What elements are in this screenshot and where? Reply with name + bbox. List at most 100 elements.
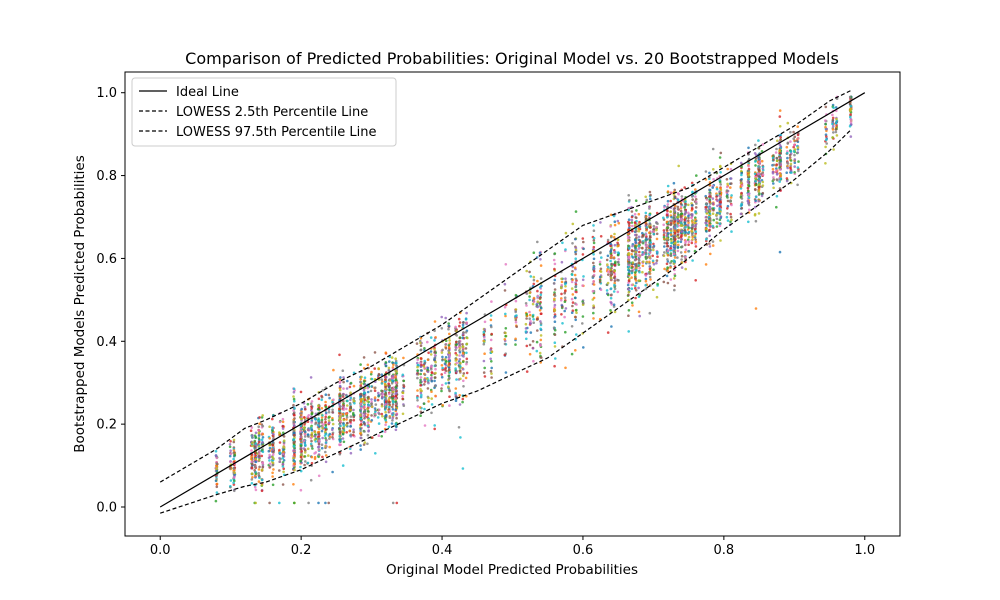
scatter-point	[303, 433, 307, 436]
scatter-point	[772, 178, 775, 181]
scatter-point	[641, 246, 644, 250]
scatter-point	[359, 413, 362, 417]
scatter-point	[300, 411, 303, 415]
scatter-point	[582, 247, 585, 251]
scatter-point	[747, 164, 750, 168]
scatter-point	[785, 171, 788, 174]
scatter-point	[564, 289, 567, 293]
scatter-point	[462, 385, 465, 388]
scatter-point	[825, 142, 828, 145]
scatter-point	[627, 252, 631, 255]
scatter-point	[309, 436, 313, 440]
scatter-point	[345, 415, 349, 419]
scatter-point	[673, 220, 677, 223]
scatter-point	[560, 297, 563, 300]
scatter-point	[465, 342, 469, 346]
scatter-point	[535, 340, 539, 344]
scatter-point	[458, 321, 462, 324]
scatter-point	[529, 331, 533, 334]
scatter-point	[395, 416, 398, 420]
scatter-point	[612, 303, 616, 307]
scatter-point	[391, 416, 395, 420]
scatter-point	[630, 269, 634, 273]
scatter-point	[776, 139, 779, 143]
scatter-point	[728, 200, 732, 203]
scatter-point	[753, 172, 757, 176]
scatter-point	[616, 241, 619, 245]
scatter-point	[575, 290, 578, 294]
scatter-point	[757, 168, 761, 172]
scatter-point	[433, 329, 436, 333]
scatter-point	[292, 456, 295, 460]
scatter-point	[561, 322, 564, 325]
scatter-point	[560, 277, 563, 281]
scatter-point	[747, 220, 750, 224]
scatter-point	[691, 223, 694, 226]
scatter-point	[303, 463, 306, 467]
scatter-point	[631, 224, 634, 228]
scatter-point	[598, 263, 602, 266]
scatter-point	[457, 426, 461, 429]
scatter-point	[825, 135, 828, 138]
scatter-point	[271, 426, 274, 430]
scatter-point	[634, 275, 637, 278]
scatter-point	[455, 353, 459, 357]
scatter-point	[563, 291, 566, 295]
scatter-point	[416, 365, 419, 369]
scatter-point	[528, 343, 532, 347]
scatter-point	[377, 408, 381, 412]
scatter-point	[687, 203, 690, 207]
scatter-point	[423, 424, 427, 427]
scatter-point	[233, 454, 237, 457]
scatter-point	[705, 198, 709, 201]
scatter-point	[564, 282, 567, 286]
scatter-point	[644, 279, 648, 283]
scatter-point	[779, 138, 782, 141]
scatter-point	[310, 428, 314, 432]
scatter-point	[250, 426, 254, 429]
scatter-point	[627, 309, 631, 312]
scatter-point	[309, 376, 313, 379]
scatter-point	[454, 343, 458, 347]
scatter-point	[552, 258, 556, 262]
lowess-97-5-percentile-line	[159, 90, 851, 483]
scatter-point	[268, 501, 271, 505]
scatter-point	[490, 300, 493, 303]
scatter-point	[553, 294, 557, 298]
scatter-point	[690, 232, 694, 235]
scatter-point	[680, 218, 683, 221]
scatter-point	[514, 308, 518, 311]
scatter-point	[390, 356, 394, 359]
scatter-point	[377, 434, 381, 438]
scatter-point	[454, 351, 458, 355]
scatter-point	[662, 254, 666, 257]
scatter-point	[328, 432, 332, 436]
scatter-point	[392, 363, 395, 367]
scatter-point	[313, 417, 317, 420]
scatter-point	[300, 449, 304, 453]
scatter-point	[380, 378, 384, 381]
scatter-point	[680, 266, 684, 269]
scatter-point	[670, 239, 673, 243]
scatter-point	[740, 184, 744, 187]
scatter-point	[655, 221, 658, 225]
scatter-point	[655, 211, 659, 215]
scatter-point	[483, 328, 487, 331]
scatter-point	[324, 441, 328, 444]
scatter-point	[416, 369, 420, 372]
scatter-point	[610, 272, 613, 275]
scatter-point	[538, 297, 542, 300]
scatter-point	[676, 207, 680, 211]
scatter-point	[538, 302, 542, 305]
scatter-point	[662, 233, 666, 237]
scatter-point	[307, 501, 310, 505]
scatter-point	[652, 228, 655, 231]
scatter-point	[384, 418, 388, 422]
scatter-point	[571, 278, 574, 282]
scatter-point	[250, 482, 254, 485]
scatter-point	[388, 416, 392, 420]
scatter-point	[327, 416, 331, 419]
scatter-point	[514, 337, 517, 341]
scatter-point	[310, 407, 314, 410]
scatter-point	[666, 281, 670, 285]
